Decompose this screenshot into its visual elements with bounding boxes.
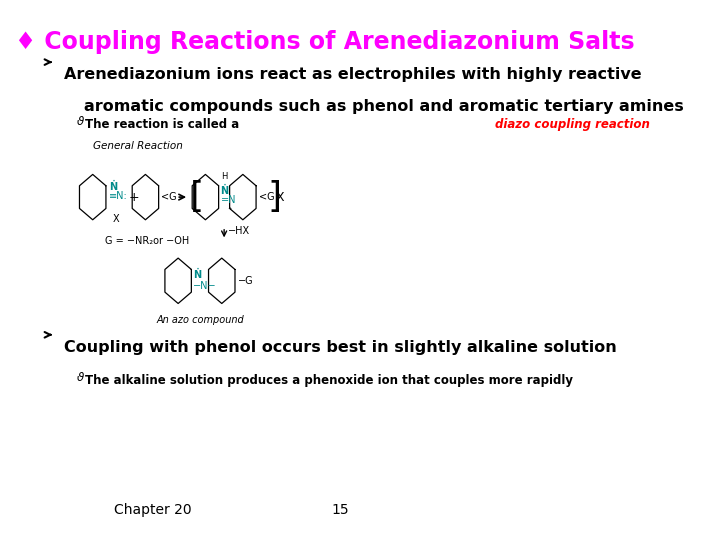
Text: Chapter 20: Chapter 20: [114, 503, 192, 517]
Text: G = −NR₂or −OH: G = −NR₂or −OH: [105, 237, 189, 246]
Text: ≡N:: ≡N:: [109, 191, 127, 201]
Text: Ṅ: Ṅ: [194, 271, 202, 280]
Text: [: [: [190, 180, 204, 214]
Text: Coupling with phenol occurs best in slightly alkaline solution: Coupling with phenol occurs best in slig…: [63, 340, 616, 355]
Text: Ṅ: Ṅ: [220, 186, 228, 195]
Text: diazo coupling reaction: diazo coupling reaction: [495, 118, 649, 131]
Text: Ṅ: Ṅ: [109, 183, 117, 192]
Text: H: H: [222, 172, 228, 181]
Text: ϑ: ϑ: [76, 371, 84, 384]
Text: The reaction is called a: The reaction is called a: [86, 118, 244, 131]
Text: ♦ Coupling Reactions of Arenediazonium Salts: ♦ Coupling Reactions of Arenediazonium S…: [14, 30, 634, 53]
Text: −N−: −N−: [194, 281, 217, 291]
Text: ]: ]: [267, 180, 282, 214]
Text: aromatic compounds such as phenol and aromatic tertiary amines: aromatic compounds such as phenol and ar…: [84, 99, 683, 114]
Text: 15: 15: [331, 503, 349, 517]
Text: +: +: [129, 191, 140, 204]
Text: The alkaline solution produces a phenoxide ion that couples more rapidly: The alkaline solution produces a phenoxi…: [86, 374, 573, 387]
Text: An azo compound: An azo compound: [156, 315, 244, 325]
Text: X: X: [112, 214, 119, 224]
Text: ⁺: ⁺: [228, 206, 232, 215]
Text: General Reaction: General Reaction: [93, 141, 183, 152]
Text: Arenediazonium ions react as electrophiles with highly reactive: Arenediazonium ions react as electrophil…: [63, 68, 642, 83]
Text: ϑ: ϑ: [76, 115, 84, 128]
Text: <G: <G: [259, 192, 274, 202]
Text: <G: <G: [161, 192, 177, 202]
Text: −HX: −HX: [228, 226, 250, 236]
Text: X: X: [276, 191, 284, 204]
Text: −G: −G: [238, 276, 253, 286]
Text: =N: =N: [222, 195, 237, 205]
